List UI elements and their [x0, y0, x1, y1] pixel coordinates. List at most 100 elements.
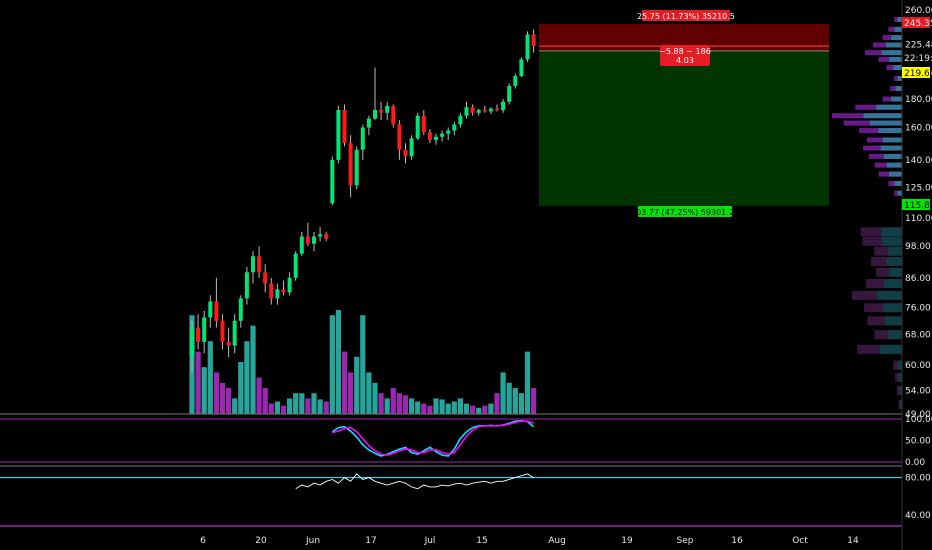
candle-body	[287, 277, 292, 293]
candle-body	[238, 298, 243, 321]
volume-profile-bar-upper-inner	[893, 65, 902, 71]
volume-profile-bar-lower-inner	[884, 316, 902, 326]
candle-body	[354, 149, 359, 186]
volume-bar	[415, 401, 421, 414]
volume-profile-bar-upper-inner	[878, 128, 902, 134]
candle-body	[360, 127, 365, 150]
candle-body	[391, 105, 396, 125]
volume-bar	[256, 377, 262, 414]
volume-bar	[372, 382, 378, 414]
candle-body	[409, 138, 414, 157]
volume-profile-bar-lower	[860, 227, 902, 237]
candle-body	[293, 253, 298, 278]
candle-body	[318, 234, 323, 237]
candle-body	[464, 107, 469, 116]
candle-body	[324, 234, 329, 239]
volume-bar	[482, 405, 488, 414]
volume-profile-bar-upper-inner	[869, 120, 902, 126]
price-tick-label: 54.00	[905, 386, 931, 396]
time-tick-label: 17	[365, 536, 376, 546]
candle-body	[385, 105, 390, 113]
stoch-tick-label: 0.00	[905, 458, 925, 468]
candle-body	[226, 341, 231, 346]
time-axis: 6 20 Jun 17 Jul 15 Aug 19 Sep 16 Oct 14	[200, 536, 859, 546]
volume-bar	[213, 372, 219, 414]
volume-bar	[463, 403, 470, 414]
volume-bar	[250, 325, 256, 414]
volume-profile-bar-upper-inner	[880, 145, 902, 151]
candle-body	[501, 101, 506, 111]
volume-bar	[531, 388, 537, 414]
time-tick-label: 15	[476, 536, 487, 546]
time-tick-label: 14	[847, 536, 859, 546]
candle-body	[299, 236, 304, 254]
candle-body	[421, 115, 426, 133]
stop-price-badge: 115.83	[902, 199, 932, 211]
stoch-tick-label: 50.00	[905, 437, 931, 447]
volume-profile-bar-upper-inner	[889, 56, 902, 62]
volume-profile-bar-lower-inner	[897, 360, 902, 370]
volume-bar	[226, 388, 232, 414]
candle-body	[507, 85, 512, 102]
stoch-series-line	[332, 420, 534, 456]
candle-body	[525, 34, 530, 60]
volume-bar	[457, 398, 463, 414]
volume-profile-bar-lower-inner	[881, 227, 902, 237]
volume-profile-bar-lower-inner	[900, 399, 902, 409]
volume-bar	[360, 315, 366, 414]
volume-profile-bar-upper-inner	[891, 35, 902, 41]
volume-bar	[329, 315, 335, 414]
candle-body	[342, 110, 347, 144]
volume-profile-bar-upper-inner	[889, 171, 902, 177]
candle-body	[348, 143, 353, 186]
rsi-tick-label: 80.00	[905, 474, 931, 484]
candle-body	[214, 301, 219, 321]
time-tick-label: 19	[621, 536, 633, 546]
price-tick-label: 140.00	[905, 156, 932, 166]
candle-body	[373, 110, 377, 119]
volume-bar	[366, 372, 372, 414]
volume-profile-bar-lower-inner	[888, 246, 902, 256]
candle-body	[305, 236, 310, 244]
risk-reward-badge: −5.88 ∼ 186 4.03	[659, 45, 711, 66]
stochastic-panel	[0, 418, 902, 463]
volume-profile-bar-upper-inner	[897, 16, 902, 22]
volume-bar	[317, 399, 323, 414]
volume-profile-bar-lower-inner	[886, 256, 902, 266]
volume-profile-bar-upper-inner	[894, 180, 902, 186]
volume-bar	[323, 401, 329, 414]
volume-bar	[305, 398, 311, 414]
volume-bar	[201, 367, 207, 414]
candle-body	[379, 110, 384, 113]
volume-bar	[287, 398, 293, 414]
volume-bar	[341, 351, 348, 414]
volume-profile-bar-upper-inner	[885, 42, 902, 48]
candle-body	[190, 327, 194, 358]
volume-profile-bar-upper-inner	[881, 50, 902, 56]
candle-body	[495, 108, 499, 111]
volume-bar	[244, 341, 250, 414]
volume-profile-bar-lower-inner	[899, 385, 902, 395]
candle-body	[488, 108, 493, 112]
price-tick-label: 49.00	[905, 410, 931, 420]
volume-profile-bar-lower-inner	[889, 267, 902, 277]
target-price-text: 245.35	[904, 19, 932, 29]
candle-body	[220, 320, 225, 342]
candle-body	[513, 75, 518, 86]
volume-bar	[402, 395, 409, 414]
candle-body	[336, 110, 341, 160]
volume-profile	[832, 16, 902, 409]
time-tick-label: 16	[731, 536, 743, 546]
target-price-badge: 245.35	[902, 17, 932, 29]
volume-profile-bar-upper-inner	[897, 190, 902, 196]
price-tick-label: 68.00	[905, 331, 931, 341]
volume-bar	[470, 405, 476, 414]
candle-body	[482, 110, 487, 112]
price-tick-label: 98.00	[905, 242, 931, 252]
volume-bar	[409, 398, 415, 414]
price-tick-label: 110.00	[905, 214, 932, 224]
candle-body	[427, 132, 432, 140]
volume-profile-bar-upper-inner	[894, 26, 902, 32]
rsi-series-line	[295, 473, 534, 490]
